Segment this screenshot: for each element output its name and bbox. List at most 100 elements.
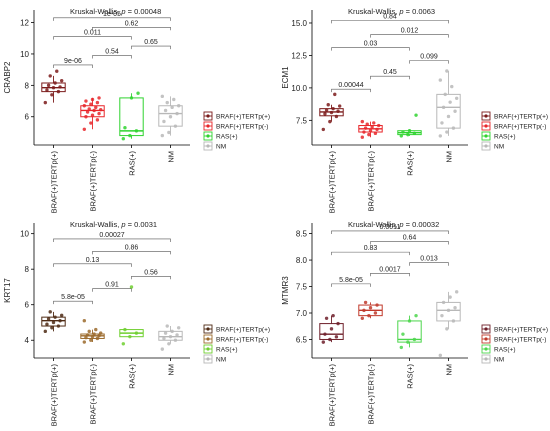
x-tick-label: BRAF(+)TERTp(+) — [328, 151, 337, 214]
y-tick-label: 7.5 — [296, 116, 308, 125]
comparison-p-label: 0.45 — [383, 69, 397, 76]
title-part: Kruskal-Wallis, — [70, 7, 121, 16]
data-point — [85, 333, 90, 337]
data-point — [360, 135, 365, 139]
x-tick-label: BRAF(+)TERTp(-) — [89, 364, 98, 425]
legend-key-dot — [484, 337, 488, 341]
data-point — [58, 85, 62, 89]
title-part: Kruskal-Wallis, — [348, 220, 399, 229]
data-point — [399, 134, 404, 138]
data-point — [89, 338, 93, 342]
data-point — [331, 313, 335, 318]
data-point — [134, 331, 139, 335]
data-point — [362, 130, 366, 134]
comparison-p-label: 0.62 — [125, 20, 139, 27]
data-point — [168, 334, 173, 339]
data-point — [336, 321, 340, 326]
chart-title: Kruskal-Wallis, p = 0.00032 — [348, 220, 439, 229]
data-point — [360, 316, 365, 320]
data-point — [48, 310, 52, 314]
data-point — [440, 313, 444, 318]
data-point — [446, 308, 451, 313]
box-1 — [319, 313, 344, 344]
title-p-symbol: p — [120, 220, 125, 229]
box-2 — [80, 96, 105, 132]
data-point — [401, 130, 405, 134]
x-tick-label: RAS(+) — [406, 363, 415, 388]
box-4 — [436, 290, 461, 358]
data-point — [331, 106, 335, 111]
y-tick-label: 6 — [25, 301, 30, 310]
data-point — [448, 100, 452, 104]
data-point — [97, 334, 101, 338]
legend-item: NM — [481, 141, 504, 151]
data-point — [58, 318, 62, 323]
data-point — [94, 105, 98, 110]
data-point — [55, 69, 59, 73]
data-point — [51, 86, 56, 90]
data-point — [406, 132, 410, 137]
comparison-p-label: 0.86 — [125, 244, 139, 251]
data-point — [328, 337, 332, 342]
data-point — [454, 96, 459, 100]
data-point — [370, 125, 374, 129]
x-tick-label: NM — [167, 151, 176, 163]
data-point — [412, 131, 417, 136]
legend-key-dot — [206, 347, 210, 351]
data-point — [128, 133, 132, 138]
y-tick-label: 7.5 — [296, 283, 308, 292]
comparison-bracket — [331, 230, 449, 234]
box-4 — [158, 324, 183, 351]
comparison-p-label: 0.83 — [364, 245, 378, 252]
y-axis-label: ECM1 — [281, 66, 290, 89]
y-tick-label: 7.0 — [296, 309, 308, 318]
comparison-bracket — [331, 251, 410, 256]
data-point — [97, 96, 101, 100]
data-point — [175, 111, 179, 116]
title-p-symbol: p — [398, 7, 403, 16]
data-point — [160, 94, 165, 99]
y-tick-label: 15.0 — [291, 19, 307, 28]
comparison-p-label: 0.56 — [144, 269, 158, 276]
legend-key-dot — [484, 124, 488, 128]
comparison-bracket — [370, 75, 410, 80]
legend-item: BRAF(+)TERTp(+) — [481, 324, 548, 334]
data-point — [53, 315, 57, 319]
data-point — [376, 123, 381, 128]
data-point — [98, 107, 103, 112]
title-part: = 0.00048 — [126, 7, 162, 16]
comparison-bracket — [331, 88, 371, 93]
data-point — [160, 133, 165, 138]
data-point — [46, 317, 51, 321]
comparison-p-label: 9e-06 — [64, 58, 82, 65]
x-tick-label: NM — [167, 364, 176, 376]
data-point — [368, 129, 373, 133]
legend-key-dot — [206, 114, 210, 118]
comparison-p-label: 0.13 — [86, 257, 100, 264]
data-point — [82, 340, 87, 344]
data-point — [170, 329, 174, 334]
x-tick-label: BRAF(+)TERTp(-) — [89, 151, 98, 212]
legend-item: BRAF(+)TERTp(-) — [203, 334, 268, 344]
legend-item: BRAF(+)TERTp(-) — [481, 121, 546, 131]
comparison-p-label: 0.65 — [144, 39, 158, 46]
legend: BRAF(+)TERTp(+) BRAF(+)TERTp(-) RAS(+) NM — [481, 324, 548, 364]
data-point — [451, 319, 456, 323]
data-point — [87, 107, 91, 111]
data-point — [365, 122, 369, 126]
chart-panel-1: 6 8 10 12 CRABP2 Kruskal-Wallis, p = 0.00048 9… — [3, 7, 270, 213]
x-tick-label: RAS(+) — [406, 150, 415, 175]
data-point — [123, 126, 127, 130]
title-part: = 0.00032 — [404, 220, 440, 229]
data-point — [438, 353, 443, 358]
comparison-p-label: 5.8e-05 — [339, 277, 363, 284]
data-point — [172, 97, 176, 102]
data-point — [407, 129, 412, 133]
title-p-symbol: p — [120, 7, 125, 16]
data-point — [92, 332, 96, 336]
y-tick-label: 10 — [20, 50, 29, 59]
comparison-p-label: 0.84 — [383, 13, 397, 20]
data-point — [368, 306, 373, 310]
data-point — [97, 111, 101, 116]
